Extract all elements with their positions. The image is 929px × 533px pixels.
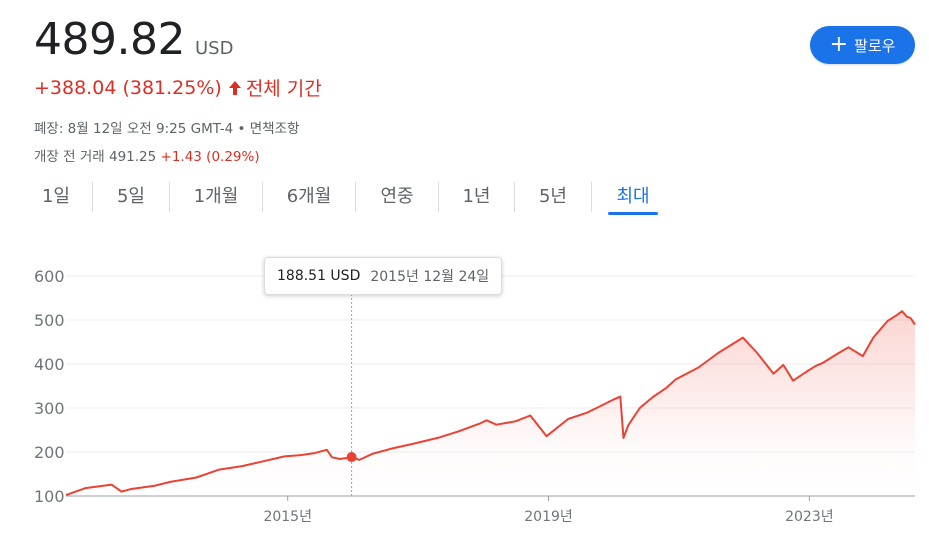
plus-icon: + (829, 32, 849, 57)
x-tick-label: 2015년 (263, 509, 312, 525)
y-tick-label: 500 (34, 311, 65, 330)
currency-label: USD (194, 38, 234, 59)
tab-divider (262, 182, 263, 212)
tab-divider (92, 182, 93, 212)
premarket-info: 개장 전 거래 491.25 +1.43 (0.29%) (34, 145, 260, 165)
y-tick-label: 200 (34, 443, 65, 462)
tab-6m[interactable]: 6개월 (286, 186, 332, 207)
tooltip-value: 188.51 USD (277, 268, 361, 284)
tab-1y[interactable]: 1년 (462, 186, 491, 207)
tooltip-date: 2015년 12월 24일 (370, 269, 490, 285)
follow-button-label: 팔로우 (854, 36, 896, 55)
arrow-up-icon (228, 80, 242, 96)
price-area-fill (66, 311, 915, 496)
x-tick-label: 2019년 (524, 509, 573, 525)
tab-5d[interactable]: 5일 (116, 186, 145, 207)
price-change-row: +388.04 (381.25%) 전체 기간 (34, 74, 322, 101)
chart-tooltip: 188.51 USD 2015년 12월 24일 (264, 257, 503, 295)
tab-divider (355, 182, 356, 212)
tab-5y[interactable]: 5년 (538, 186, 567, 207)
price-line (65, 310, 916, 497)
x-tick-label: 2023년 (785, 509, 834, 525)
follow-button[interactable]: + 팔로우 (810, 26, 915, 64)
premarket-label: 개장 전 거래 491.25 (34, 149, 157, 165)
tab-max[interactable]: 최대 (608, 182, 658, 222)
tab-divider (591, 182, 592, 212)
tab-divider (438, 182, 439, 212)
tab-1m[interactable]: 1개월 (193, 186, 239, 207)
price-header: 489.82 USD (34, 14, 233, 65)
y-tick-label: 300 (34, 399, 65, 418)
price-change: +388.04 (381.25%) (34, 76, 222, 99)
hover-point (346, 452, 357, 463)
market-closed-info: 폐장: 8월 12일 오전 9:25 GMT-4 • 면책조항 (34, 121, 300, 137)
tab-divider (514, 182, 515, 212)
premarket-change: +1.43 (0.29%) (160, 149, 260, 165)
tab-divider (169, 182, 170, 212)
tab-ytd[interactable]: 연중 (380, 186, 414, 207)
change-period: 전체 기간 (245, 78, 322, 100)
y-tick-label: 100 (34, 487, 65, 506)
y-tick-label: 600 (34, 267, 65, 286)
y-tick-label: 400 (34, 355, 65, 374)
range-tabs: 1일 5일 1개월 6개월 연중 1년 5년 최대 (20, 182, 658, 222)
tab-1d[interactable]: 1일 (41, 186, 70, 207)
current-price: 489.82 (34, 14, 185, 65)
